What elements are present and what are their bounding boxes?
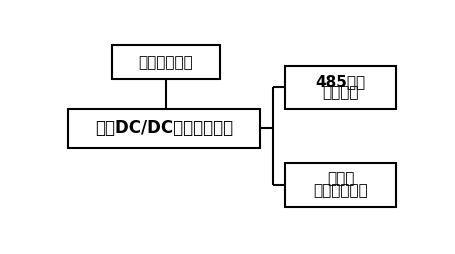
Text: 控制电路: 控制电路 [322, 86, 358, 101]
Bar [284, 66, 395, 109]
Bar [67, 109, 260, 148]
Text: 低压DC/DC开关电源电路: 低压DC/DC开关电源电路 [95, 119, 233, 137]
Text: 485电源: 485电源 [315, 74, 365, 89]
Bar [284, 164, 395, 207]
Text: 其他部分电源: 其他部分电源 [313, 183, 367, 198]
Bar [111, 45, 219, 79]
Text: 电能表: 电能表 [326, 172, 354, 187]
Text: 阻容降压电路: 阻容降压电路 [138, 55, 192, 70]
